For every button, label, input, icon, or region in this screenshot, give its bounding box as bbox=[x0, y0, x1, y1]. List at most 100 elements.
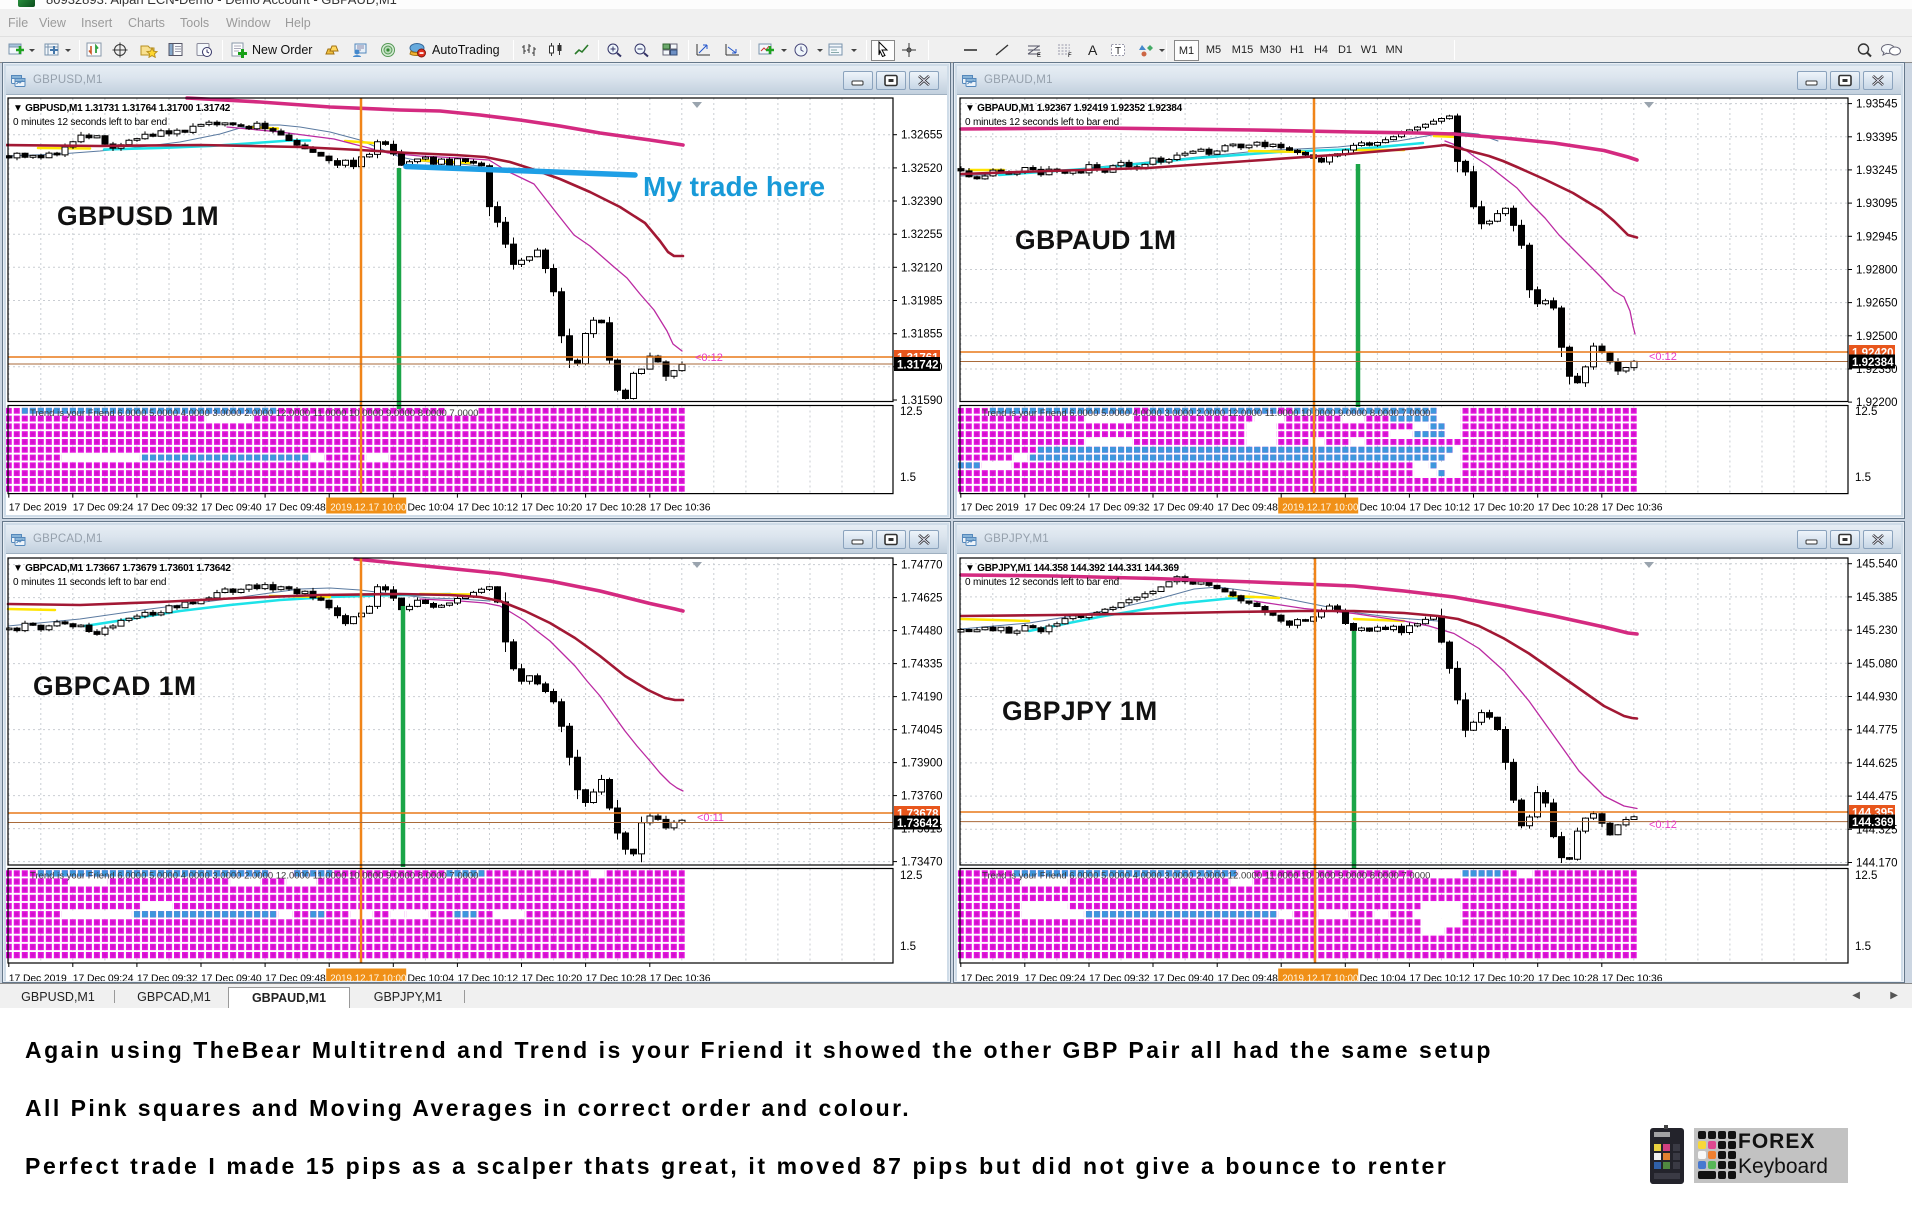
svg-text:17 Dec 10:20: 17 Dec 10:20 bbox=[522, 503, 583, 514]
svg-text:▼ GBPAUD,M1 1.92367 1.92419 1: ▼ GBPAUD,M1 1.92367 1.92419 1.92352 1.92… bbox=[965, 103, 1183, 114]
svg-text:Trend is your Friend 6.0000 5.: Trend is your Friend 6.0000 5.0000 4.000… bbox=[30, 870, 478, 881]
svg-text:17 Dec 10:28: 17 Dec 10:28 bbox=[1538, 503, 1599, 514]
svg-text:2019.12.17 10:00: 2019.12.17 10:00 bbox=[330, 503, 407, 514]
svg-text:1.93245: 1.93245 bbox=[1856, 165, 1898, 177]
svg-text:A: A bbox=[1088, 42, 1098, 58]
svg-text:17 Dec 09:24: 17 Dec 09:24 bbox=[73, 503, 134, 514]
svg-text:1.73470: 1.73470 bbox=[901, 857, 943, 869]
svg-text:17 Dec 09:32: 17 Dec 09:32 bbox=[1089, 503, 1150, 514]
svg-text:17 Dec 09:32: 17 Dec 09:32 bbox=[137, 974, 198, 982]
svg-text:1.74045: 1.74045 bbox=[901, 725, 943, 737]
svg-text:1.74625: 1.74625 bbox=[901, 593, 943, 605]
svg-text:1.32520: 1.32520 bbox=[901, 163, 943, 175]
svg-text:▼ GBPJPY,M1 144.358 144.392 1: ▼ GBPJPY,M1 144.358 144.392 144.331 144.… bbox=[965, 563, 1179, 574]
svg-text:1.92945: 1.92945 bbox=[1856, 231, 1898, 243]
svg-text:E: E bbox=[1037, 53, 1041, 58]
svg-text:F: F bbox=[1068, 53, 1072, 58]
svg-text:1.74335: 1.74335 bbox=[901, 659, 943, 671]
svg-text:17 Dec 10:04: 17 Dec 10:04 bbox=[393, 503, 454, 514]
svg-text:17 Dec 09:48: 17 Dec 09:48 bbox=[265, 503, 326, 514]
svg-text:GBPCAD 1M: GBPCAD 1M bbox=[33, 671, 197, 701]
svg-text:1.31590: 1.31590 bbox=[901, 395, 943, 407]
svg-text:144.625: 144.625 bbox=[1856, 758, 1898, 770]
svg-text:<0:12: <0:12 bbox=[1649, 351, 1677, 363]
svg-text:1.73900: 1.73900 bbox=[901, 758, 943, 770]
svg-text:1.32390: 1.32390 bbox=[901, 196, 943, 208]
svg-text:0 minutes 12 seconds left to b: 0 minutes 12 seconds left to bar end bbox=[13, 117, 167, 128]
svg-text:1.74190: 1.74190 bbox=[901, 692, 943, 704]
svg-text:17 Dec 10:36: 17 Dec 10:36 bbox=[650, 503, 711, 514]
svg-text:144.170: 144.170 bbox=[1856, 858, 1898, 870]
svg-text:17 Dec 10:04: 17 Dec 10:04 bbox=[1345, 974, 1406, 982]
svg-text:17 Dec 09:24: 17 Dec 09:24 bbox=[1025, 974, 1086, 982]
svg-text:17 Dec 10:04: 17 Dec 10:04 bbox=[393, 974, 454, 982]
svg-text:144.775: 144.775 bbox=[1856, 725, 1898, 737]
svg-text:1.73760: 1.73760 bbox=[901, 791, 943, 803]
svg-text:17 Dec 09:40: 17 Dec 09:40 bbox=[1153, 503, 1214, 514]
svg-text:Trend is your Friend 6.0000 5.: Trend is your Friend 6.0000 5.0000 4.000… bbox=[982, 408, 1430, 419]
svg-text:0 minutes 11 seconds left to b: 0 minutes 11 seconds left to bar end bbox=[13, 577, 166, 588]
svg-text:1.92200: 1.92200 bbox=[1856, 397, 1898, 409]
svg-text:Trend is your Friend 6.0000 5.: Trend is your Friend 6.0000 5.0000 4.000… bbox=[30, 408, 478, 419]
svg-text:0 minutes 12 seconds left to b: 0 minutes 12 seconds left to bar end bbox=[965, 577, 1119, 588]
svg-text:1.5: 1.5 bbox=[1855, 472, 1871, 484]
svg-text:1.92384: 1.92384 bbox=[1852, 357, 1894, 369]
svg-text:1.32255: 1.32255 bbox=[901, 229, 943, 241]
svg-text:17 Dec 09:24: 17 Dec 09:24 bbox=[1025, 503, 1086, 514]
svg-text:17 Dec 10:12: 17 Dec 10:12 bbox=[457, 503, 518, 514]
svg-text:17 Dec 10:28: 17 Dec 10:28 bbox=[1538, 974, 1599, 982]
svg-text:144.475: 144.475 bbox=[1856, 791, 1898, 803]
svg-text:17 Dec 10:04: 17 Dec 10:04 bbox=[1345, 503, 1406, 514]
svg-text:1.92500: 1.92500 bbox=[1856, 331, 1898, 343]
svg-text:▼ GBPCAD,M1 1.73667 1.73679 1: ▼ GBPCAD,M1 1.73667 1.73679 1.73601 1.73… bbox=[13, 563, 231, 574]
svg-text:17 Dec 09:40: 17 Dec 09:40 bbox=[1153, 974, 1214, 982]
svg-text:2019.12.17 10:00: 2019.12.17 10:00 bbox=[330, 974, 407, 982]
svg-text:My trade here: My trade here bbox=[643, 171, 825, 202]
svg-text:GBPAUD 1M: GBPAUD 1M bbox=[1015, 225, 1177, 255]
svg-text:1.74480: 1.74480 bbox=[901, 626, 943, 638]
svg-text:17 Dec 10:20: 17 Dec 10:20 bbox=[522, 974, 583, 982]
svg-text:145.385: 145.385 bbox=[1856, 592, 1898, 604]
svg-text:1.32120: 1.32120 bbox=[901, 262, 943, 274]
svg-text:17 Dec 10:36: 17 Dec 10:36 bbox=[1602, 503, 1663, 514]
svg-text:17 Dec 09:48: 17 Dec 09:48 bbox=[265, 974, 326, 982]
svg-text:GBPJPY 1M: GBPJPY 1M bbox=[1002, 696, 1158, 726]
svg-text:144.369: 144.369 bbox=[1852, 817, 1894, 829]
svg-text:17 Dec 2019: 17 Dec 2019 bbox=[9, 503, 67, 514]
svg-text:12.5: 12.5 bbox=[900, 870, 922, 882]
svg-text:2019.12.17 10:00: 2019.12.17 10:00 bbox=[1282, 503, 1359, 514]
svg-text:17 Dec 09:24: 17 Dec 09:24 bbox=[73, 974, 134, 982]
svg-text:T: T bbox=[1115, 46, 1121, 57]
svg-text:▼ GBPUSD,M1 1.31731 1.31764 1: ▼ GBPUSD,M1 1.31731 1.31764 1.31700 1.31… bbox=[13, 103, 231, 114]
svg-text:145.230: 145.230 bbox=[1856, 625, 1898, 637]
svg-text:145.080: 145.080 bbox=[1856, 658, 1898, 670]
svg-text:17 Dec 10:36: 17 Dec 10:36 bbox=[1602, 974, 1663, 982]
svg-text:17 Dec 09:40: 17 Dec 09:40 bbox=[201, 503, 262, 514]
svg-text:17 Dec 10:12: 17 Dec 10:12 bbox=[1409, 503, 1470, 514]
svg-text:17 Dec 09:32: 17 Dec 09:32 bbox=[1089, 974, 1150, 982]
svg-text:17 Dec 09:48: 17 Dec 09:48 bbox=[1217, 974, 1278, 982]
svg-text:<0:11: <0:11 bbox=[697, 812, 724, 824]
svg-text:1.93545: 1.93545 bbox=[1856, 99, 1898, 111]
svg-text:17 Dec 10:20: 17 Dec 10:20 bbox=[1474, 503, 1535, 514]
svg-text:17 Dec 2019: 17 Dec 2019 bbox=[961, 503, 1019, 514]
svg-text:1.92800: 1.92800 bbox=[1856, 265, 1898, 277]
svg-text:17 Dec 09:40: 17 Dec 09:40 bbox=[201, 974, 262, 982]
svg-text:1.74770: 1.74770 bbox=[901, 560, 943, 572]
svg-text:17 Dec 10:28: 17 Dec 10:28 bbox=[586, 503, 647, 514]
svg-text:1.31855: 1.31855 bbox=[901, 329, 943, 341]
svg-text:GBPUSD 1M: GBPUSD 1M bbox=[57, 201, 219, 231]
svg-text:17 Dec 09:48: 17 Dec 09:48 bbox=[1217, 503, 1278, 514]
svg-text:1.93095: 1.93095 bbox=[1856, 198, 1898, 210]
svg-text:1.93395: 1.93395 bbox=[1856, 132, 1898, 144]
svg-text:144.930: 144.930 bbox=[1856, 692, 1898, 704]
svg-text:17 Dec 10:36: 17 Dec 10:36 bbox=[650, 974, 711, 982]
svg-text:<0:12: <0:12 bbox=[695, 352, 723, 364]
svg-text:Trend is your Friend 6.0000 5.: Trend is your Friend 6.0000 5.0000 4.000… bbox=[982, 870, 1430, 881]
svg-text:1.5: 1.5 bbox=[900, 941, 916, 953]
svg-text:1.5: 1.5 bbox=[900, 472, 916, 484]
svg-text:1.5: 1.5 bbox=[1855, 941, 1871, 953]
svg-text:17 Dec 10:12: 17 Dec 10:12 bbox=[457, 974, 518, 982]
svg-text:12.5: 12.5 bbox=[1855, 870, 1877, 882]
svg-text:17 Dec 2019: 17 Dec 2019 bbox=[9, 974, 67, 982]
